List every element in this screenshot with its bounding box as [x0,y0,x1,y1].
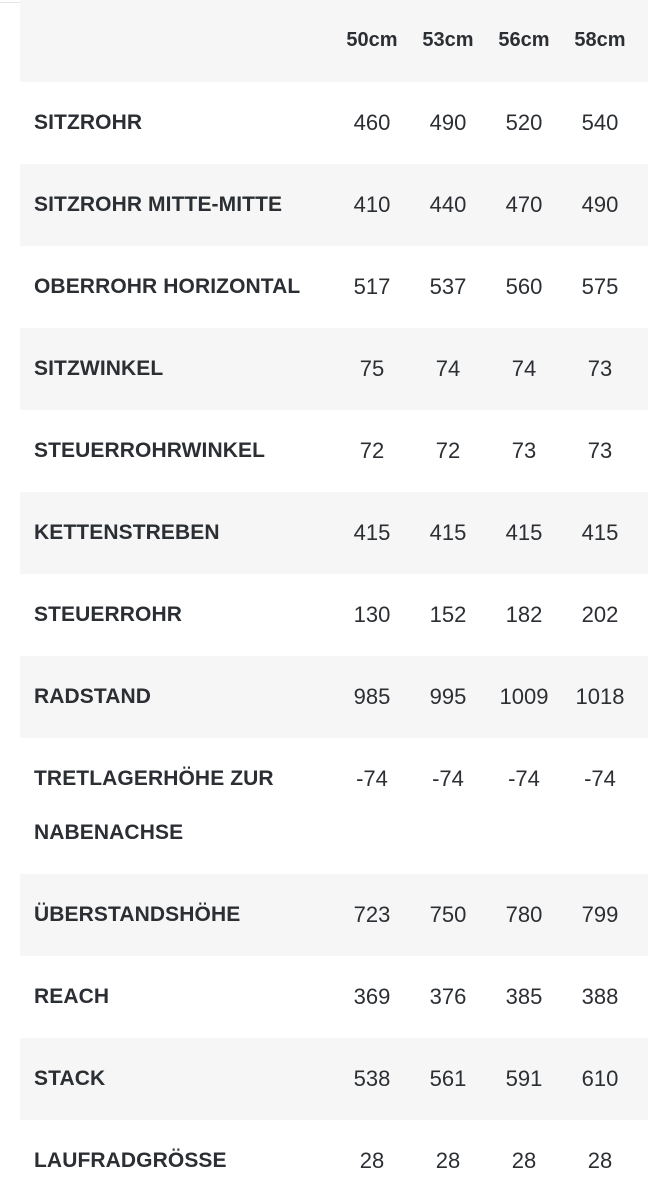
row-label: OBERROHR HORIZONTAL [34,275,301,298]
cell-value: 130 [353,602,391,627]
cell-value: -74 [508,766,540,791]
row-label-line-2: NABENACHSE [34,821,184,844]
row-label: SITZROHR [34,111,143,134]
cell-value: 540 [581,110,619,135]
table-row-radstand: RADSTAND 985 995 1009 1018 [20,656,648,738]
cell-value: 560 [505,274,543,299]
cell-value: 517 [353,274,391,299]
cell-value: 995 [429,684,467,709]
size-header-58cm: 58cm [574,29,626,51]
cell-value: 1018 [575,684,625,709]
cell-value: 440 [429,192,467,217]
cell-value: 72 [359,438,385,463]
table-row-sitzrohr-mitte-mitte: SITZROHR MITTE-MITTE 410 440 470 490 [20,164,648,246]
cell-value: 410 [353,192,391,217]
cell-value: 388 [581,984,619,1009]
cell-value: 610 [581,1066,619,1091]
row-label: REACH [34,985,110,1008]
row-label: TRETLAGERHÖHE ZUR NABENACHSE [20,738,334,860]
size-header-56cm: 56cm [498,29,550,51]
cell-value: -74 [432,766,464,791]
cell-value: 537 [429,274,467,299]
row-label: ÜBERSTANDSHÖHE [34,903,241,926]
table-row-oberrohr-horizontal: OBERROHR HORIZONTAL 517 537 560 575 [20,246,648,328]
cell-value: 538 [353,1066,391,1091]
cell-value: 460 [353,110,391,135]
row-label: STACK [34,1067,106,1090]
cell-value: 490 [581,192,619,217]
cell-value: 28 [511,1148,537,1173]
cell-value: 73 [587,356,613,381]
row-label: RADSTAND [34,685,152,708]
header-label-cell [20,0,334,14]
cell-value: 490 [429,110,467,135]
cell-value: 799 [581,902,619,927]
cell-value: 415 [505,520,543,545]
geometry-table: 50cm 53cm 56cm 58cm SITZROHR 460 490 520… [20,0,648,1202]
cell-value: 985 [353,684,391,709]
cell-value: -74 [584,766,616,791]
cell-value: 74 [511,356,537,381]
cell-value: -74 [356,766,388,791]
cell-value: 780 [505,902,543,927]
cell-value: 415 [581,520,619,545]
table-header-row: 50cm 53cm 56cm 58cm [20,0,648,82]
table-row-kettenstreben: KETTENSTREBEN 415 415 415 415 [20,492,648,574]
table-row-stack: STACK 538 561 591 610 [20,1038,648,1120]
cell-value: 561 [429,1066,467,1091]
cell-value: 28 [359,1148,385,1173]
cell-value: 74 [435,356,461,381]
table-row-tretlagerhoehe: TRETLAGERHÖHE ZUR NABENACHSE -74 -74 -74… [20,738,648,874]
row-label: STEUERROHR [34,603,183,626]
row-label: SITZWINKEL [34,357,164,380]
cell-value: 152 [429,602,467,627]
cell-value: 73 [587,438,613,463]
cell-value: 415 [429,520,467,545]
row-label-line-1: TRETLAGERHÖHE ZUR [34,767,274,790]
cell-value: 376 [429,984,467,1009]
table-row-steuerrohr: STEUERROHR 130 152 182 202 [20,574,648,656]
cell-value: 28 [435,1148,461,1173]
cell-value: 470 [505,192,543,217]
cell-value: 75 [359,356,385,381]
table-row-laufradgroesse: LAUFRADGRÖSSE 28 28 28 28 [20,1120,648,1202]
cell-value: 73 [511,438,537,463]
size-header-50cm: 50cm [346,29,398,51]
cell-value: 415 [353,520,391,545]
cell-value: 202 [581,602,619,627]
cell-value: 520 [505,110,543,135]
cell-value: 369 [353,984,391,1009]
size-header-53cm: 53cm [422,29,474,51]
cell-value: 72 [435,438,461,463]
row-label: SITZROHR MITTE-MITTE [34,193,283,216]
cell-value: 591 [505,1066,543,1091]
table-row-reach: REACH 369 376 385 388 [20,956,648,1038]
table-row-sitzrohr: SITZROHR 460 490 520 540 [20,82,648,164]
row-label: KETTENSTREBEN [34,521,220,544]
cell-value: 182 [505,602,543,627]
cell-value: 575 [581,274,619,299]
table-row-steuerrohrwinkel: STEUERROHRWINKEL 72 72 73 73 [20,410,648,492]
cell-value: 750 [429,902,467,927]
row-label: STEUERROHRWINKEL [34,439,266,462]
cell-value: 385 [505,984,543,1009]
row-label: LAUFRADGRÖSSE [34,1149,227,1172]
cell-value: 28 [587,1148,613,1173]
table-row-ueberstandshoehe: ÜBERSTANDSHÖHE 723 750 780 799 [20,874,648,956]
table-row-sitzwinkel: SITZWINKEL 75 74 74 73 [20,328,648,410]
cell-value: 723 [353,902,391,927]
cell-value: 1009 [499,684,549,709]
